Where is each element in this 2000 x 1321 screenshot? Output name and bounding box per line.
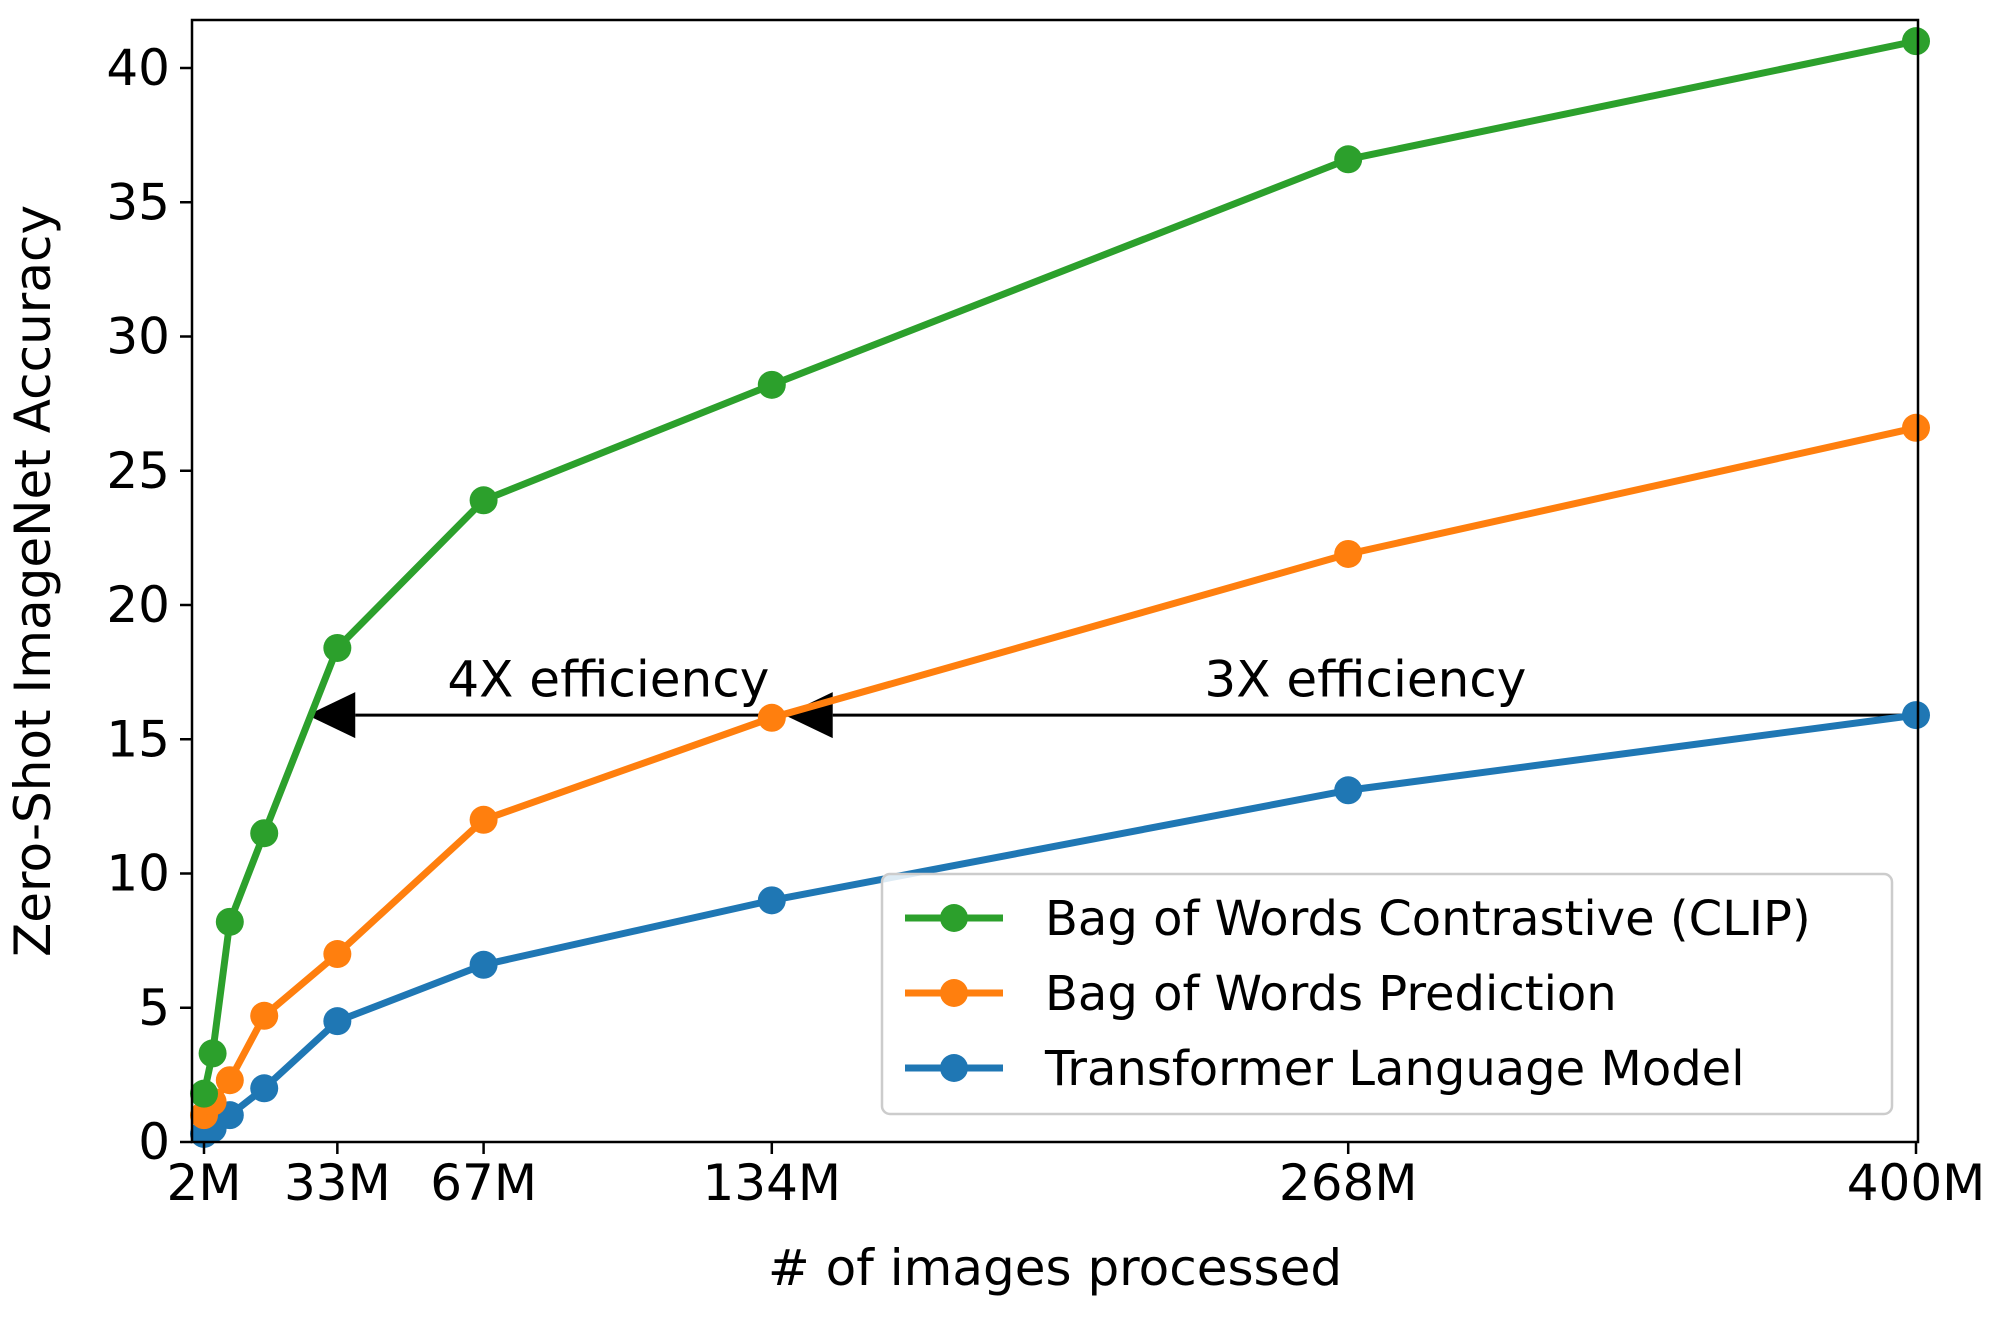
x-tick-label: 268M: [1279, 1154, 1418, 1212]
data-point: [757, 370, 786, 399]
data-point: [250, 1001, 279, 1030]
x-axis-title: # of images processed: [768, 1239, 1342, 1297]
annotation-layer: 4X efficiency 3X efficiency: [307, 650, 1916, 739]
legend-swatch-marker: [940, 904, 968, 932]
data-point: [469, 486, 498, 515]
data-point: [323, 940, 352, 969]
tick-layer: 2M 33M 67M 134M 268M 400M 0 5 10 15 20 25 30 35 40: [106, 39, 1985, 1212]
x-tick-label: 134M: [703, 1154, 842, 1212]
data-point: [1902, 27, 1930, 56]
data-point: [1334, 145, 1363, 174]
annotation-label: 3X efficiency: [1204, 650, 1526, 708]
legend: Bag of Words Contrastive (CLIP) Bag of Wo…: [880, 872, 1894, 1116]
x-tick-label: 2M: [167, 1154, 242, 1212]
data-point: [215, 907, 244, 936]
series-group: [190, 27, 1930, 1108]
y-tick-label: 0: [138, 1113, 170, 1171]
data-point: [469, 950, 498, 979]
annotation-label: 4X efficiency: [447, 650, 769, 708]
legend-swatch-marker: [940, 979, 968, 1007]
x-tick-label: 33M: [284, 1154, 391, 1212]
data-point: [215, 1066, 244, 1095]
legend-entry-label: Bag of Words Contrastive (CLIP): [1045, 891, 1811, 947]
data-point: [757, 703, 786, 732]
series-layer: [190, 27, 1930, 1148]
data-point: [469, 805, 498, 834]
y-tick-label: 35: [106, 173, 170, 231]
y-tick-label: 25: [106, 442, 170, 500]
y-tick-label: 5: [138, 979, 170, 1037]
y-axis-title: Zero-Shot ImageNet Accuracy: [4, 205, 62, 957]
data-point: [323, 1007, 352, 1036]
data-point: [757, 886, 786, 915]
y-tick-label: 10: [106, 845, 170, 903]
data-point: [250, 1074, 279, 1103]
y-tick-label: 15: [106, 710, 170, 768]
legend-entry-label: Transformer Language Model: [1044, 1041, 1745, 1097]
legend-box: [880, 872, 1894, 1116]
series-group: [190, 701, 1930, 1148]
data-point: [1334, 776, 1363, 805]
data-point: [323, 633, 352, 662]
y-tick-label: 40: [106, 39, 170, 97]
plot-frame: [190, 18, 1920, 1144]
x-tick-label: 400M: [1847, 1154, 1986, 1212]
data-point: [1334, 539, 1363, 568]
legend-entry-label: Bag of Words Prediction: [1045, 966, 1617, 1022]
data-point: [198, 1039, 227, 1068]
annotation-arrow-head: [307, 692, 356, 739]
data-point: [190, 1079, 218, 1108]
data-point: [1902, 701, 1930, 730]
y-tick-label: 20: [106, 576, 170, 634]
legend-swatch-marker: [940, 1054, 968, 1082]
data-point: [250, 819, 279, 848]
y-tick-label: 30: [106, 308, 170, 366]
x-tick-label: 67M: [430, 1154, 537, 1212]
data-point: [1902, 413, 1930, 442]
